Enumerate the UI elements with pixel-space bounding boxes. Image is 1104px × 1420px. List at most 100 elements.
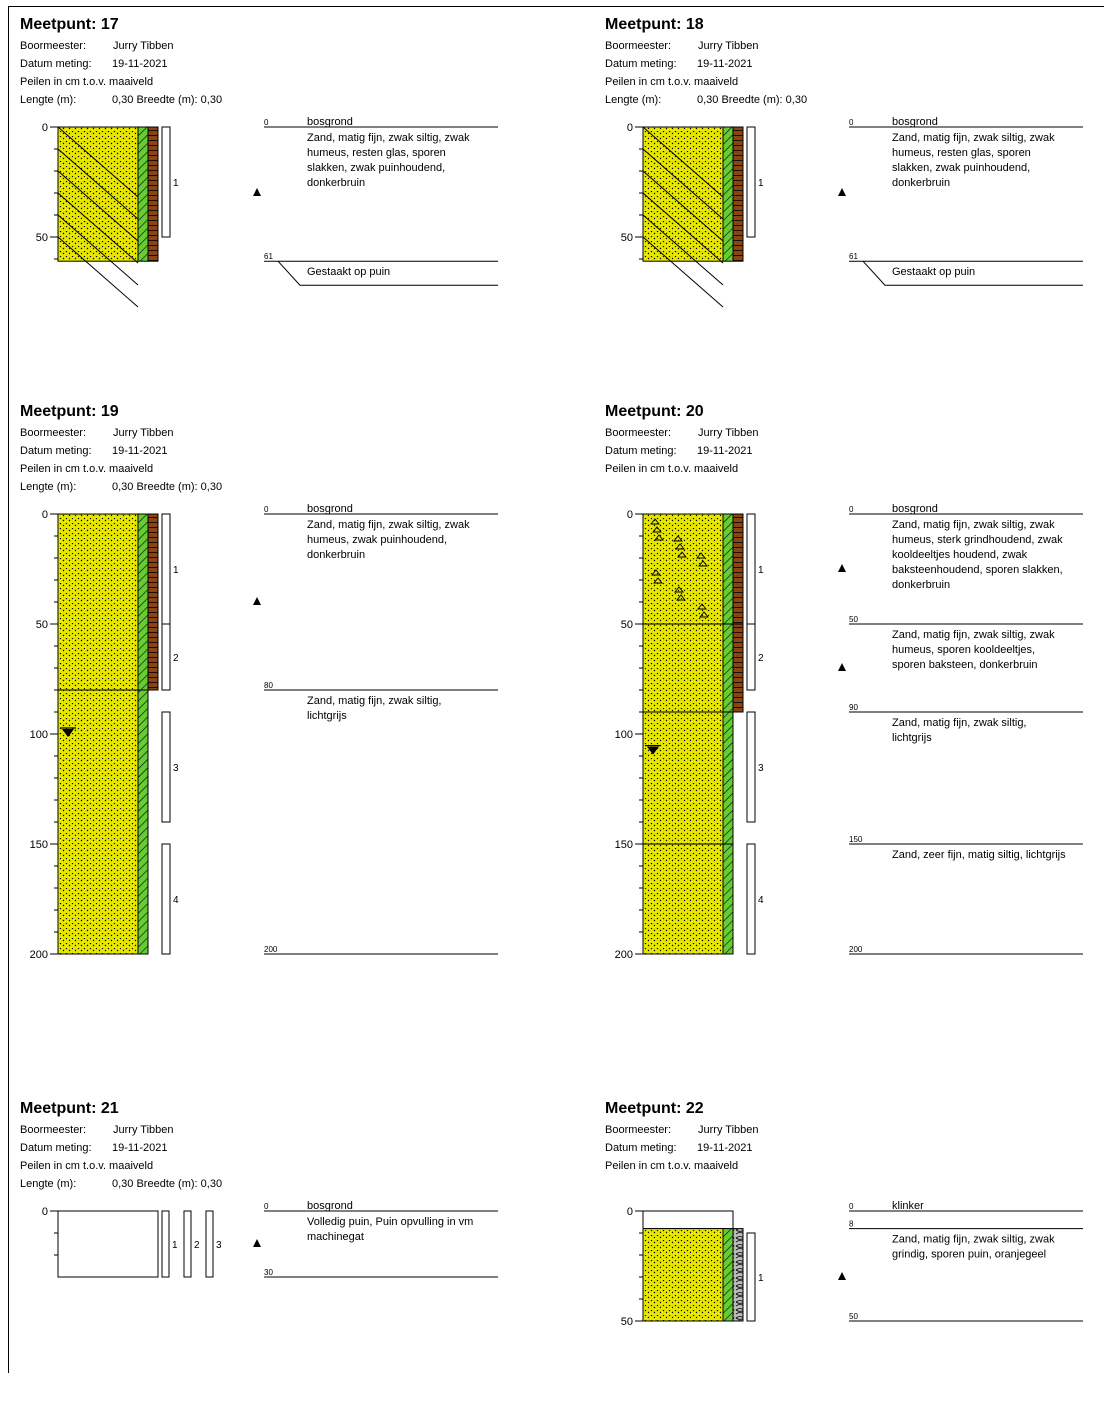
info-label: Datum meting:	[605, 58, 677, 70]
info-label: Peilen in cm t.o.v. maaiveld	[605, 1160, 739, 1172]
debris-hatch	[57, 214, 139, 286]
sample-label: 4	[758, 895, 764, 906]
meetpunt-17: Meetpunt: 17 Boormeester: Jurry Tibben Datu…	[20, 16, 600, 336]
sample-label: 1	[172, 1240, 178, 1251]
sample-bar	[161, 1210, 170, 1278]
sample-label: 1	[173, 565, 179, 576]
layer-description: donkerbruin	[307, 177, 365, 189]
boring-log: 0 50 100 150 200 1 2 3 4 0 bosgrond Zand, matig fij…	[30, 503, 498, 961]
sample-label: 3	[173, 763, 179, 774]
info-value: 0,30 Breedte (m): 0,30	[112, 481, 223, 493]
info-label: Boormeester:	[20, 1124, 87, 1136]
layer-description: Zand, matig fijn, zwak siltig, zwak	[892, 132, 1055, 144]
silt-stripe	[137, 126, 149, 262]
layer-description: slakken, zwak puinhoudend,	[892, 162, 1030, 174]
boring-log: 0 50 1 0 bosgrond Zand, matig fijn, zwak silt…	[621, 116, 1083, 308]
meetpunt-19: Meetpunt: 19 Boormeester: Jurry Tibben Datu…	[20, 403, 600, 961]
layer-description: Zand, matig fijn, zwak siltig,	[307, 695, 442, 707]
info-value: 19-11-2021	[697, 58, 753, 70]
humus-stripe	[147, 513, 159, 691]
boundary-depth-label: 80	[264, 681, 273, 690]
info-label: Peilen in cm t.o.v. maaiveld	[605, 76, 739, 88]
debris-hatch	[642, 214, 724, 286]
meetpunt-title: Meetpunt: 17	[20, 16, 119, 33]
soil-layer-sand	[642, 623, 724, 713]
layer-description: lichtgrijs	[892, 732, 932, 744]
boundary-depth-label: 0	[849, 118, 854, 127]
silt-stripe	[722, 623, 734, 713]
info-value: Jurry Tibben	[698, 40, 759, 52]
depth-tick-label: 50	[36, 619, 48, 631]
silt-stripe	[722, 1228, 734, 1322]
info-label: Lengte (m):	[605, 94, 662, 106]
debris-hatch	[57, 236, 139, 308]
depth-tick-label: 100	[30, 729, 48, 741]
silt-stripe	[722, 513, 734, 625]
depth-tick-label: 0	[42, 509, 48, 521]
depth-tick-label: 0	[627, 509, 633, 521]
end-depth-label: 61	[849, 252, 858, 261]
stop-text: Gestaakt op puin	[307, 266, 390, 278]
info-value: Jurry Tibben	[698, 1124, 759, 1136]
sample-label: 3	[216, 1240, 222, 1251]
boundary-depth-label: 8	[849, 1220, 854, 1229]
depth-tick-label: 50	[36, 232, 48, 244]
layer-description: humeus, sterk grindhoudend, zwak	[892, 534, 1063, 546]
sample-label: 4	[173, 895, 179, 906]
meetpunt-title: Meetpunt: 20	[605, 403, 704, 420]
marker-triangle-icon	[838, 188, 846, 196]
sample-bar	[746, 843, 756, 955]
gravel-symbol	[677, 551, 687, 558]
layer-description: Zand, matig fijn, zwak siltig, zwak	[892, 629, 1055, 641]
sample-label: 3	[758, 763, 764, 774]
debris-hatch	[57, 126, 139, 198]
info-label: Peilen in cm t.o.v. maaiveld	[605, 463, 739, 475]
sample-bar	[746, 711, 756, 823]
layer-name: bosgrond	[307, 503, 353, 515]
layer-description: humeus, resten glas, sporen	[892, 147, 1031, 159]
layer-description: humeus, sporen kooldeeltjes,	[892, 644, 1035, 656]
gravel-stripe	[732, 1228, 744, 1322]
soil-layer-sand	[57, 689, 139, 955]
info-label: Datum meting:	[20, 58, 92, 70]
sample-bar	[161, 513, 171, 625]
marker-triangle-icon	[838, 1272, 846, 1280]
gravel-symbol	[676, 594, 686, 601]
layer-description: humeus, resten glas, sporen	[307, 147, 446, 159]
layer-description: Zand, matig fijn, zwak siltig, zwak	[307, 132, 470, 144]
sample-bar	[746, 623, 756, 691]
debris-hatch	[642, 192, 724, 264]
silt-stripe	[722, 843, 734, 955]
boundary-depth-label: 0	[849, 1202, 854, 1211]
layer-description: Zand, matig fijn, zwak siltig, zwak	[307, 519, 470, 531]
end-depth-label: 50	[849, 1312, 858, 1321]
sample-bar	[746, 513, 756, 625]
sample-label: 2	[758, 653, 764, 664]
sample-bar	[161, 711, 171, 823]
silt-stripe	[137, 689, 149, 955]
humus-stripe	[732, 126, 744, 262]
boundary-depth-label: 50	[849, 615, 858, 624]
layer-name: klinker	[892, 1200, 924, 1212]
layer-name: bosgrond	[307, 1200, 353, 1212]
debris-hatch	[642, 126, 724, 198]
gravel-symbol	[651, 569, 661, 576]
meetpunt-title: Meetpunt: 19	[20, 403, 119, 420]
meetpunt-title: Meetpunt: 22	[605, 1100, 704, 1117]
depth-tick-label: 0	[627, 122, 633, 134]
layer-description: lichtgrijs	[307, 710, 347, 722]
sample-label: 1	[758, 178, 764, 189]
info-label: Datum meting:	[20, 1142, 92, 1154]
debris-hatch	[57, 170, 139, 242]
info-label: Boormeester:	[20, 40, 87, 52]
info-label: Boormeester:	[605, 1124, 672, 1136]
depth-tick-label: 50	[621, 232, 633, 244]
depth-tick-label: 200	[30, 949, 48, 961]
sample-label: 1	[173, 178, 179, 189]
layer-description: Zand, matig fijn, zwak siltig, zwak	[892, 519, 1055, 531]
boring-log: 0 50 100 150 200 1 2 3 4 0 bosgrond Zand, matig fij…	[615, 503, 1083, 961]
end-depth-label: 61	[264, 252, 273, 261]
layer-name: bosgrond	[892, 116, 938, 128]
gravel-symbol	[675, 543, 685, 550]
